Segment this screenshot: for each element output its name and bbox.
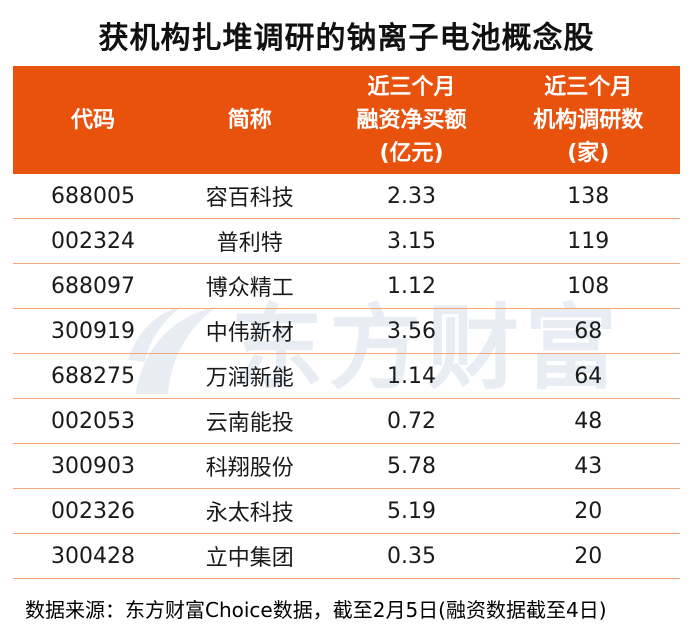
table-row: 300903 科翔股份 5.78 43 <box>13 444 680 489</box>
cell-name: 云南能投 <box>205 411 294 436</box>
cell-code: 300919 <box>51 318 136 344</box>
cell-name: 立中集团 <box>205 546 294 571</box>
table-row: 688005 容百科技 2.33 138 <box>13 174 680 219</box>
header-financing: 近三个月 融资净买额 (亿元) <box>356 74 467 166</box>
cell-code: 688005 <box>51 183 136 209</box>
stock-table: 代码 简称 近三个月 融资净买额 (亿元) 近三个月 机构调研数 (家) 688… <box>13 66 680 579</box>
cell-financing: 0.35 <box>387 543 437 569</box>
cell-surveys: 43 <box>574 453 603 479</box>
cell-name: 科翔股份 <box>205 456 294 481</box>
cell-financing: 1.12 <box>387 273 437 299</box>
cell-name: 容百科技 <box>205 186 294 211</box>
table-row: 688097 博众精工 1.12 108 <box>13 264 680 309</box>
cell-surveys: 48 <box>574 408 603 434</box>
cell-name: 万润新能 <box>205 366 294 391</box>
cell-name: 中伟新材 <box>205 321 294 346</box>
table-row: 300919 中伟新材 3.56 68 <box>13 309 680 354</box>
cell-financing: 5.78 <box>387 453 437 479</box>
cell-surveys: 20 <box>574 498 603 524</box>
table-row: 300428 立中集团 0.35 20 <box>13 534 680 579</box>
cell-name: 博众精工 <box>205 276 294 301</box>
cell-surveys: 64 <box>574 363 603 389</box>
cell-code: 688275 <box>51 363 136 389</box>
cell-code: 688097 <box>51 273 136 299</box>
header-code: 代码 <box>71 107 116 133</box>
cell-code: 002326 <box>51 498 136 524</box>
table-header-row: 代码 简称 近三个月 融资净买额 (亿元) 近三个月 机构调研数 (家) <box>13 66 680 174</box>
page-title: 获机构扎堆调研的钠离子电池概念股 <box>98 21 595 56</box>
header-surveys: 近三个月 机构调研数 (家) <box>533 74 644 166</box>
cell-surveys: 108 <box>567 273 610 299</box>
cell-surveys: 138 <box>567 183 610 209</box>
source-note: 数据来源：东方财富Choice数据，截至2月5日(融资数据截至4日) <box>25 598 607 622</box>
cell-financing: 3.56 <box>387 318 437 344</box>
header-name: 简称 <box>227 107 272 133</box>
cell-financing: 0.72 <box>387 408 437 434</box>
cell-financing: 3.15 <box>387 228 437 254</box>
cell-code: 300903 <box>51 453 136 479</box>
cell-code: 002053 <box>51 408 136 434</box>
table-row: 688275 万润新能 1.14 64 <box>13 354 680 399</box>
cell-surveys: 20 <box>574 543 603 569</box>
cell-financing: 1.14 <box>387 363 437 389</box>
cell-financing: 2.33 <box>387 183 437 209</box>
table-row: 002324 普利特 3.15 119 <box>13 219 680 264</box>
table-row: 002053 云南能投 0.72 48 <box>13 399 680 444</box>
table-row: 002326 永太科技 5.19 20 <box>13 489 680 534</box>
cell-code: 300428 <box>51 543 136 569</box>
cell-name: 永太科技 <box>205 501 294 526</box>
cell-financing: 5.19 <box>387 498 437 524</box>
cell-surveys: 68 <box>574 318 603 344</box>
cell-name: 普利特 <box>216 231 283 256</box>
cell-code: 002324 <box>51 228 136 254</box>
cell-surveys: 119 <box>567 228 610 254</box>
